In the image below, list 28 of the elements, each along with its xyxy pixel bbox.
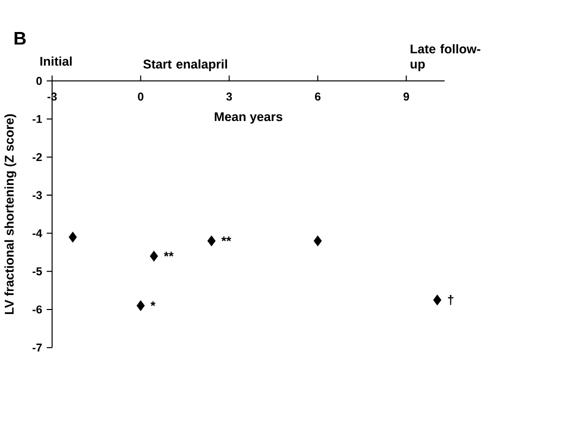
annotation: **: [164, 252, 174, 256]
y-tick-label: -7: [32, 344, 42, 352]
y-tick-label: -2: [32, 153, 42, 162]
x-tick-label: 6: [315, 92, 320, 101]
annotation: †: [448, 294, 454, 305]
text: Start enalapril: [143, 59, 228, 72]
y-tick-label: -1: [32, 115, 42, 123]
x-axis-title: Mean years: [214, 112, 282, 124]
y-tick-label: -3: [32, 191, 42, 200]
annotation: *: [150, 301, 156, 306]
text: Initial: [40, 56, 72, 66]
point: [433, 294, 442, 306]
annotation: **: [221, 236, 232, 242]
text: B: [14, 32, 26, 45]
point: [150, 250, 158, 262]
y-tick-label: 0: [36, 76, 42, 85]
point: [207, 236, 216, 246]
point: [68, 232, 77, 242]
y-axis-title: LV fractional shortening (Z score): [4, 114, 16, 314]
point: [314, 236, 322, 246]
text: Late follow-up: [410, 44, 480, 72]
y-tick-label: -5: [32, 267, 42, 276]
x-tick-label: 3: [226, 92, 232, 101]
y-tick-label: -6: [32, 305, 42, 314]
x-tick-label: 9: [404, 92, 410, 101]
point: [136, 300, 145, 311]
x-tick-label: 0: [138, 92, 144, 101]
y-tick-label: -4: [32, 229, 42, 238]
